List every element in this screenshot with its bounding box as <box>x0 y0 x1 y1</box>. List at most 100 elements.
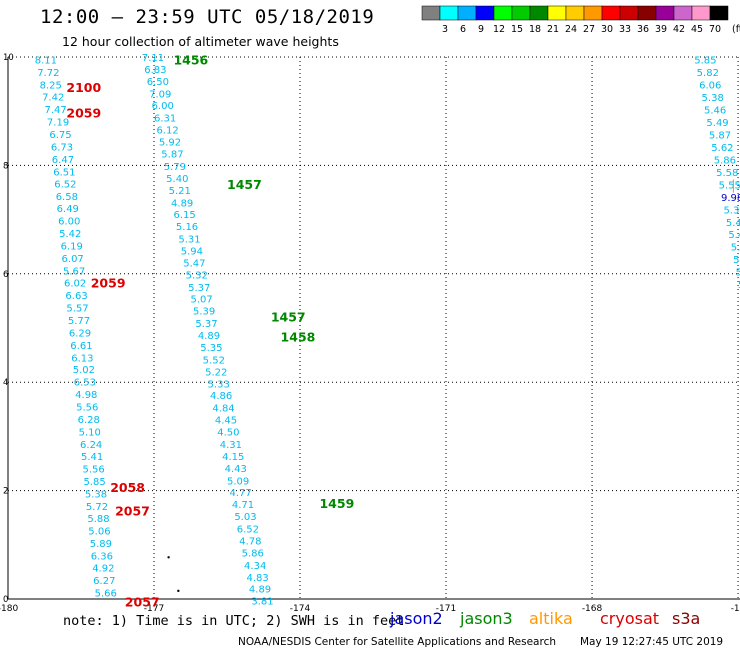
swh-value: 5.37 <box>188 283 210 294</box>
swh-value: 6.50 <box>147 77 169 88</box>
colorbar-label: 24 <box>565 24 577 35</box>
swh-value: 9.98 <box>721 193 740 204</box>
swh-value: 7.47 <box>45 105 67 116</box>
pass-time-label: 2057 <box>115 504 150 519</box>
swh-value: 4.31 <box>220 440 242 451</box>
swh-value: 4.77 <box>229 488 251 499</box>
swh-value: 5.55 <box>719 180 740 191</box>
colorbar-label: 33 <box>619 24 631 35</box>
chart-subtitle: 12 hour collection of altimeter wave hei… <box>62 34 339 49</box>
y-tick-label: 10 <box>3 53 14 63</box>
colorbar-label: 15 <box>511 24 523 35</box>
swh-value: 6.61 <box>70 341 92 352</box>
swh-value: 7.11 <box>142 53 164 64</box>
colorbar-label: 30 <box>601 24 613 35</box>
credit-line: NOAA/NESDIS Center for Satellite Applica… <box>238 636 556 648</box>
swh-value: 5.07 <box>191 295 213 306</box>
swh-value: 5.77 <box>68 316 90 327</box>
swh-value: 5.49 <box>706 118 728 129</box>
swh-value: 6.15 <box>173 210 195 221</box>
swh-value: 5.3 <box>733 255 740 266</box>
pass-time-label: 1458 <box>281 330 316 345</box>
colorbar-label: 39 <box>655 24 667 35</box>
swh-value: 5.62 <box>711 143 733 154</box>
colorbar-label: 27 <box>583 24 595 35</box>
swh-value: 5.86 <box>714 155 736 166</box>
swh-value: 6.00 <box>152 101 174 112</box>
pass-time-label: 1456 <box>173 53 208 68</box>
swh-value: 5.39 <box>193 307 215 318</box>
footnote: note: 1) Time is in UTC; 2) SWH is in fe… <box>63 613 405 629</box>
swh-value: 4.86 <box>210 391 232 402</box>
swh-value: 5.67 <box>63 267 85 278</box>
swh-value: 5.85 <box>694 56 716 67</box>
swh-value: 5.85 <box>83 477 105 488</box>
colorbar-swatch <box>709 5 729 21</box>
swh-value: 5.03 <box>234 512 256 523</box>
swh-value: 5.16 <box>176 222 198 233</box>
plot-area: -180 -177 -174 -171 -168 -16 0 2 4 6 8 10 8.117.72 8.… <box>0 53 740 614</box>
swh-value: 4.15 <box>222 452 244 463</box>
pass-time-label: 1457 <box>271 310 306 325</box>
swh-value: 5.48 <box>728 230 740 241</box>
swh-value: 6.83 <box>144 65 166 76</box>
y-tick-label: 2 <box>3 487 8 497</box>
colorbar-label: 70 <box>709 24 721 35</box>
swh-value: 4.89 <box>249 585 271 596</box>
swh-value: 6.29 <box>69 328 91 339</box>
swh-value: 6.53 <box>74 378 96 389</box>
pass-time-label: 2100 <box>66 80 101 95</box>
colorbar-label: 6 <box>460 24 466 35</box>
swh-value: 5.46 <box>704 106 726 117</box>
swh-value: 4.83 <box>246 573 268 584</box>
pass-time-label: 2058 <box>110 480 145 495</box>
swh-value: 5.92 <box>159 138 181 149</box>
swh-value: 6.06 <box>699 81 721 92</box>
swh-value: 6.63 <box>65 291 87 302</box>
x-tick-label: -16 <box>731 604 740 614</box>
swh-value: 6.75 <box>49 130 71 141</box>
swh-value: 5.32 <box>186 270 208 281</box>
swh-value: 5.33 <box>208 379 230 390</box>
swh-value: 5.34 <box>723 205 740 216</box>
swh-value: 5.5 <box>736 268 740 279</box>
pass-time-label: 2059 <box>66 105 101 120</box>
pass-time-label: 1457 <box>227 177 262 192</box>
swh-value: 5.35 <box>200 343 222 354</box>
legend-s3a: s3a <box>672 609 701 628</box>
swh-value: 6.49 <box>57 204 79 215</box>
colorbar-label: 18 <box>529 24 541 35</box>
x-tick-label: -174 <box>290 604 311 614</box>
swh-value: 5.82 <box>697 68 719 79</box>
y-tick-label: 0 <box>3 595 8 605</box>
colorbar-unit: (ft) <box>732 24 740 35</box>
swh-value: 5.57 <box>66 303 88 314</box>
swh-value: 4.84 <box>212 404 234 415</box>
swh-value: 5.21 <box>169 186 191 197</box>
swh-value: 6.19 <box>61 242 83 253</box>
swh-value: 4.45 <box>215 416 237 427</box>
swh-value: 7.09 <box>149 89 171 100</box>
swh-value: 5.40 <box>166 174 188 185</box>
swh-value: 8.25 <box>40 81 62 92</box>
swh-value: 6.58 <box>56 192 78 203</box>
swh-value: 5.31 <box>178 235 200 246</box>
swh-value: 5.47 <box>726 218 740 229</box>
swh-value: 5.06 <box>88 527 110 538</box>
swh-value: 5.56 <box>82 464 104 475</box>
colorbar-label: 12 <box>493 24 505 35</box>
swh-value: 8.11 <box>35 56 57 67</box>
swh-value: 5.52 <box>203 355 225 366</box>
swh-value: 7.19 <box>47 117 69 128</box>
swh-value: 5.56 <box>76 403 98 414</box>
swh-value: 6.47 <box>52 155 74 166</box>
y-tick-label: 6 <box>3 270 8 280</box>
swh-value: 6.31 <box>154 114 176 125</box>
swh-value: 6.00 <box>58 217 80 228</box>
colorbar-label: 3 <box>442 24 448 35</box>
swh-value: 5.88 <box>87 514 109 525</box>
swh-value: 6.02 <box>64 278 86 289</box>
pass-time-label: 1459 <box>319 496 354 511</box>
